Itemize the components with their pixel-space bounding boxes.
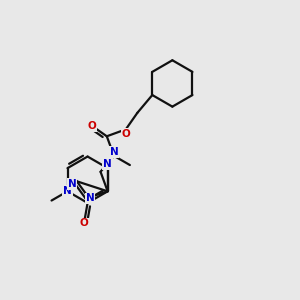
Text: O: O [87, 121, 96, 131]
Text: N: N [110, 147, 118, 157]
Text: O: O [80, 218, 88, 228]
Text: N: N [68, 179, 76, 189]
Text: N: N [63, 186, 72, 196]
Text: N: N [103, 159, 112, 169]
Text: O: O [122, 129, 130, 139]
Text: N: N [86, 194, 94, 203]
